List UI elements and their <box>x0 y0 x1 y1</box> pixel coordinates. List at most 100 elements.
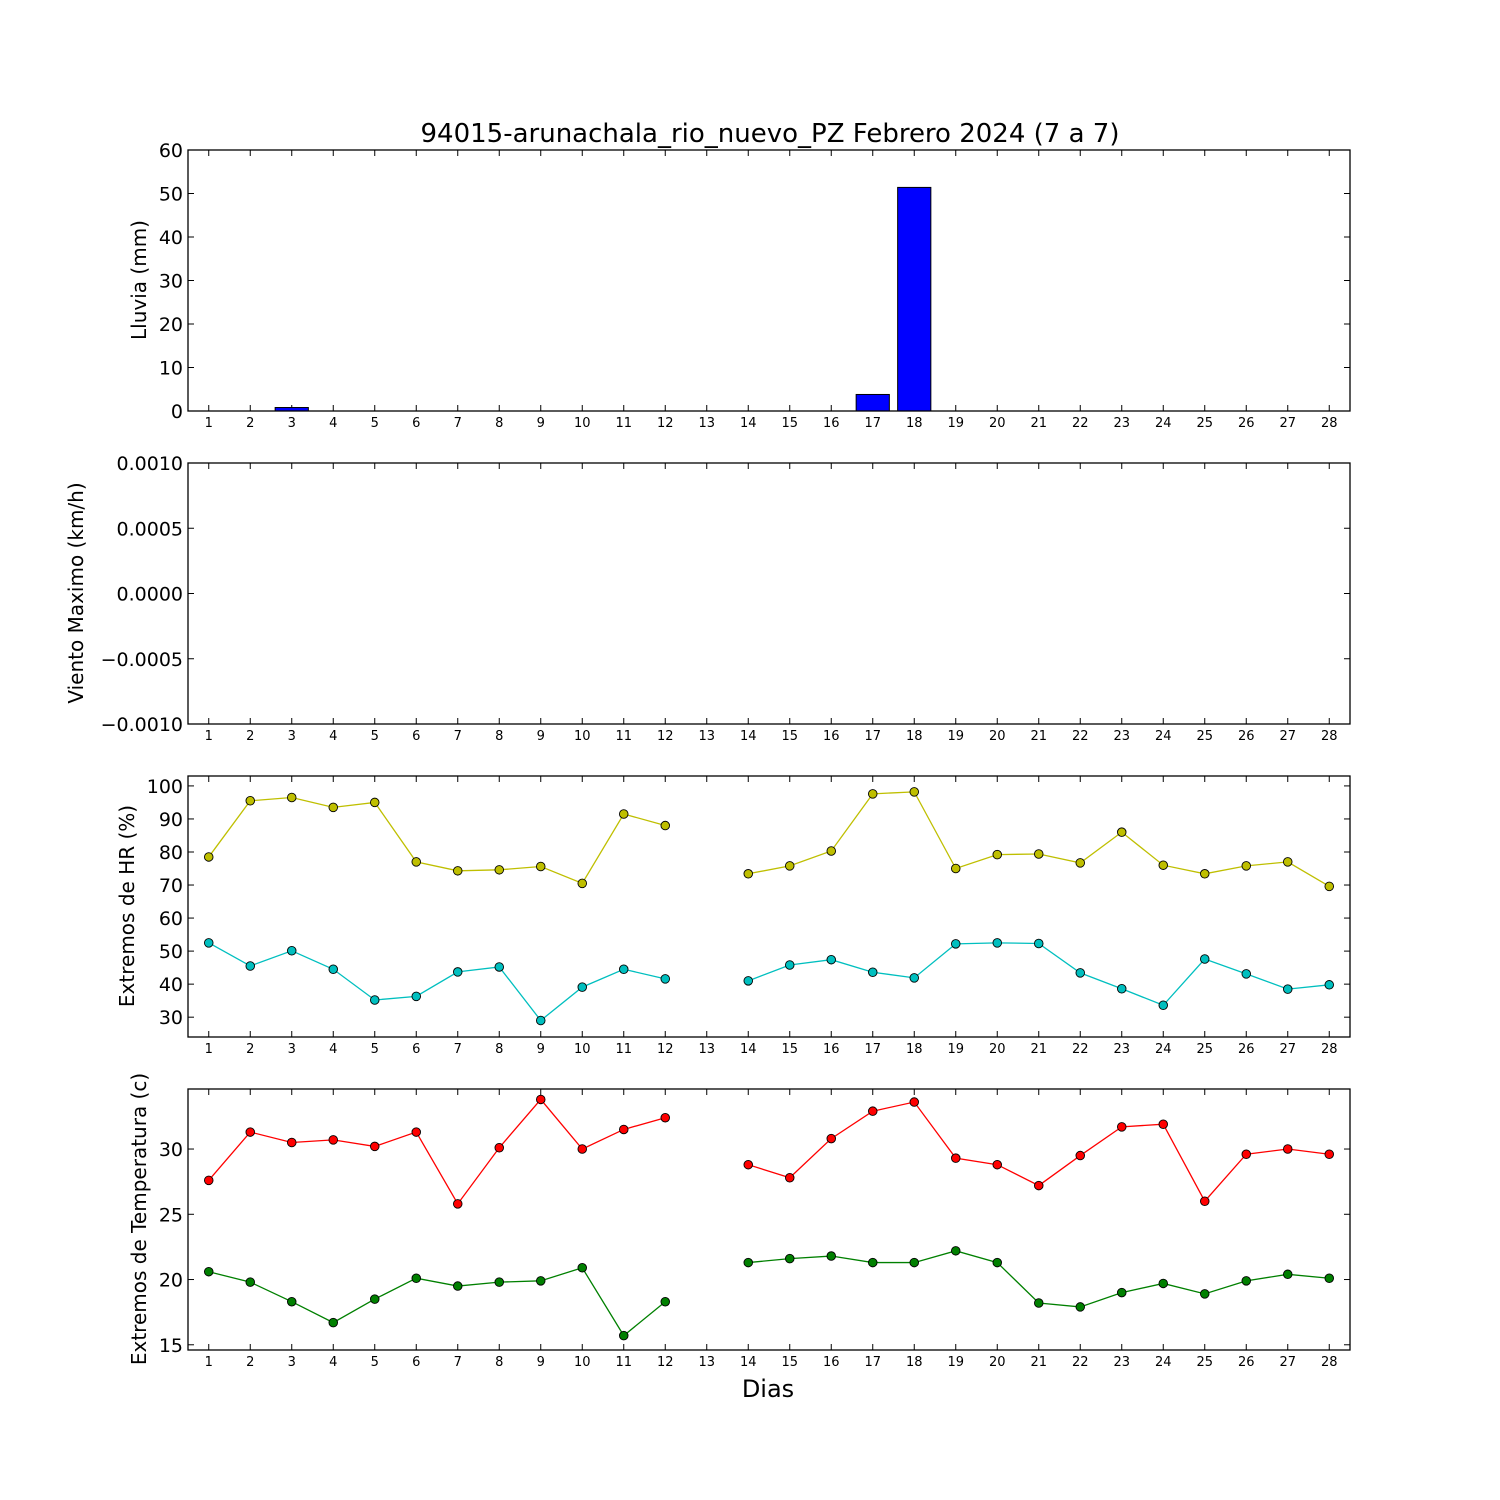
humidity-series-1-point <box>868 789 878 799</box>
temperature-series-1-point <box>328 1135 339 1145</box>
temperature-xtick-label: 26 <box>1238 1355 1255 1370</box>
temperature-series-2-point <box>536 1276 546 1286</box>
humidity-series-1-point <box>370 797 380 808</box>
humidity-xtick-label: 3 <box>288 1042 296 1057</box>
temperature-series-2-point <box>909 1257 920 1268</box>
wind-y-label: Viento Maximo (km/h) <box>64 482 88 703</box>
humidity-xtick-label: 19 <box>947 1042 964 1057</box>
temperature-series-2-point <box>1075 1302 1085 1312</box>
temperature-series-2-point <box>577 1263 588 1273</box>
x-axis-label: Dias <box>742 1375 794 1403</box>
humidity-xtick-label: 13 <box>698 1042 715 1057</box>
humidity-series-2-point <box>328 964 339 975</box>
rainfall-ytick-label: 60 <box>159 140 183 162</box>
temperature-xtick-label: 23 <box>1113 1355 1130 1370</box>
wind-xtick-label: 26 <box>1238 729 1255 744</box>
rainfall-ytick-label: 50 <box>159 184 183 206</box>
temperature-series-1-point <box>1033 1180 1044 1191</box>
temperature-series-2-point <box>411 1273 422 1283</box>
temperature-series-2-point <box>1241 1276 1251 1286</box>
wind-xtick-label: 11 <box>615 729 632 744</box>
wind-ytick-label: −0.0010 <box>101 714 183 736</box>
humidity-xtick-label: 14 <box>740 1042 757 1057</box>
wind-xtick-label: 4 <box>329 729 337 744</box>
temperature-series-2-point <box>203 1266 214 1277</box>
temperature-series-1-point <box>370 1141 380 1152</box>
humidity-series-1-point <box>536 861 546 872</box>
humidity-series-2-point <box>909 973 920 983</box>
temperature-xtick-label: 4 <box>329 1355 337 1370</box>
rainfall-xtick-label: 28 <box>1321 416 1338 431</box>
humidity-xtick-label: 28 <box>1321 1042 1338 1057</box>
rainfall-xtick-label: 12 <box>657 416 674 431</box>
humidity-series-1-point <box>245 796 255 806</box>
temperature-series-2-point <box>328 1317 339 1328</box>
rainfall-ytick-label: 40 <box>159 227 183 249</box>
rainfall-xtick-label: 16 <box>823 416 840 431</box>
rainfall-xtick-label: 1 <box>205 416 213 431</box>
temperature-xtick-label: 20 <box>989 1355 1006 1370</box>
rainfall-xtick-label: 2 <box>246 416 254 431</box>
temperature-series-1-point <box>1075 1150 1085 1161</box>
humidity-xtick-label: 1 <box>205 1042 213 1057</box>
temperature-series-1-point <box>494 1142 505 1153</box>
humidity-series-2-point <box>1282 984 1293 994</box>
humidity-series-2-point <box>868 967 878 977</box>
humidity-series-2-point <box>245 961 255 971</box>
temperature-series-1-point <box>909 1097 920 1107</box>
temperature-xtick-label: 3 <box>288 1355 296 1370</box>
humidity-series-1-point <box>951 863 961 874</box>
humidity-series-1-point <box>1324 881 1334 892</box>
rainfall-ytick-label: 30 <box>159 271 183 293</box>
temperature-series-2-point <box>743 1257 754 1268</box>
temperature-xtick-label: 14 <box>740 1355 757 1370</box>
temperature-series-2-point <box>1282 1269 1293 1280</box>
humidity-series-1-point <box>577 878 588 889</box>
temperature-xtick-label: 9 <box>537 1355 545 1370</box>
temperature-series-2-point <box>660 1296 671 1307</box>
humidity-xtick-label: 9 <box>537 1042 545 1057</box>
humidity-series-2-point <box>785 960 795 970</box>
temperature-xtick-label: 27 <box>1279 1355 1296 1370</box>
wind-xtick-label: 14 <box>740 729 757 744</box>
rainfall-bar <box>855 393 890 412</box>
temperature-ytick-label: 30 <box>159 1139 183 1161</box>
humidity-series-2-point <box>1199 954 1210 964</box>
rainfall-xtick-label: 4 <box>329 416 337 431</box>
temperature-xtick-label: 24 <box>1155 1355 1172 1370</box>
temperature-series-2-point <box>1158 1278 1168 1289</box>
rainfall-xtick-label: 13 <box>698 416 715 431</box>
humidity-series-1-point <box>826 846 837 856</box>
temperature-series-2-point <box>1324 1273 1334 1283</box>
rainfall-xtick-label: 10 <box>574 416 591 431</box>
humidity-series-1-point <box>992 849 1003 860</box>
wind-xtick-label: 7 <box>454 729 462 744</box>
humidity-series-2-line <box>208 942 666 1022</box>
rainfall-xtick-label: 11 <box>615 416 632 431</box>
wind-xtick-label: 22 <box>1072 729 1089 744</box>
humidity-y-label: Extremos de HR (%) <box>115 805 139 1007</box>
wind-xtick-label: 17 <box>864 729 881 744</box>
temperature-series-1-point <box>1282 1144 1293 1154</box>
humidity-series-1-point <box>203 852 214 862</box>
humidity-series-1-point <box>1033 849 1044 859</box>
wind-xtick-label: 13 <box>698 729 715 744</box>
humidity-series-2-point <box>1241 969 1251 979</box>
humidity-xtick-label: 24 <box>1155 1042 1172 1057</box>
temperature-xtick-label: 5 <box>371 1355 379 1370</box>
wind-ytick-label: 0.0000 <box>117 584 183 606</box>
humidity-series-1-point <box>494 865 505 875</box>
wind-xtick-label: 5 <box>371 729 379 744</box>
temperature-series-1-point <box>453 1199 463 1209</box>
wind-xtick-label: 23 <box>1113 729 1130 744</box>
rainfall-ytick-label: 0 <box>171 401 183 423</box>
wind-xtick-label: 27 <box>1279 729 1296 744</box>
humidity-series-2-point <box>1116 984 1127 994</box>
temperature-series-1-point <box>411 1127 422 1137</box>
humidity-xtick-label: 4 <box>329 1042 337 1057</box>
humidity-series-1-point <box>619 809 629 819</box>
humidity-series-2-point <box>1033 938 1044 949</box>
temperature-xtick-label: 13 <box>698 1355 715 1370</box>
temperature-ytick-label: 25 <box>159 1204 183 1226</box>
